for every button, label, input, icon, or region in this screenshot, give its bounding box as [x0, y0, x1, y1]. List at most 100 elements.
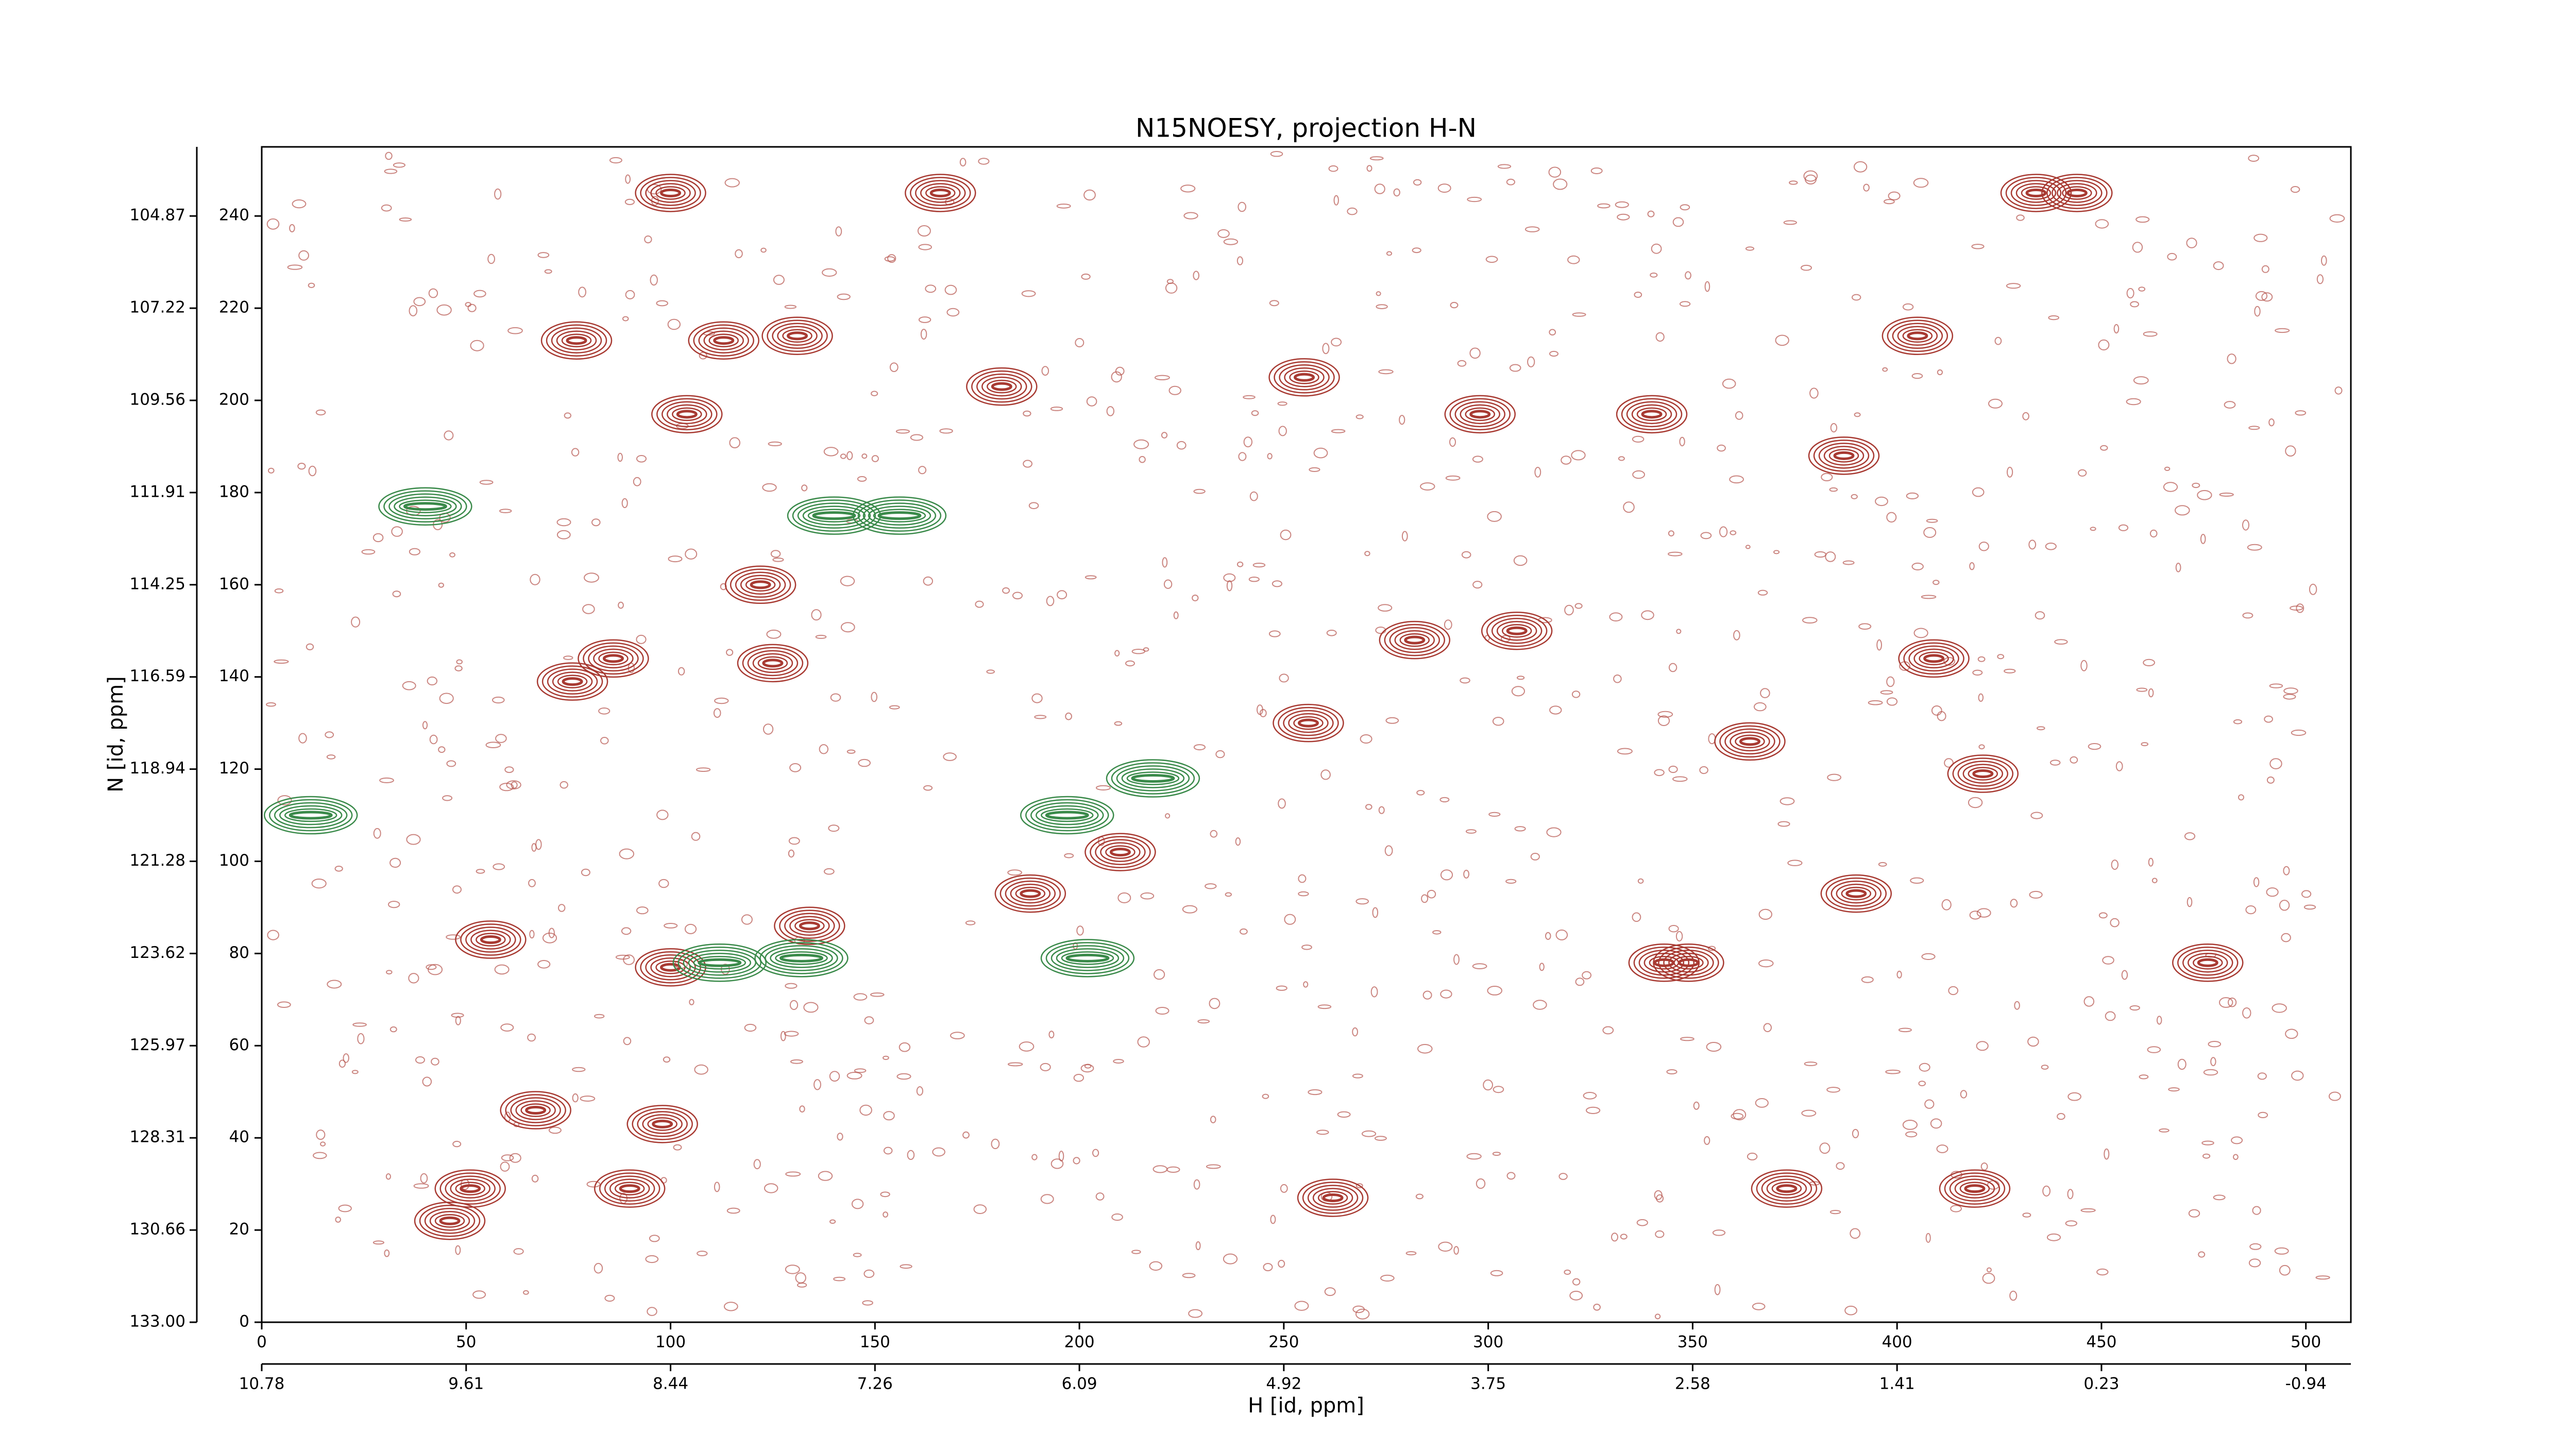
- contour-level: [619, 1184, 640, 1193]
- noise-contour: [2283, 694, 2296, 700]
- noise-contour: [2010, 899, 2018, 908]
- secondary-y-tick-label: 111.91: [130, 482, 185, 501]
- noise-contour: [2078, 469, 2087, 477]
- noise-contour: [2252, 1206, 2261, 1215]
- noise-contour: [1432, 930, 1442, 935]
- noise-contour: [1972, 669, 1983, 676]
- contour-level: [688, 953, 752, 973]
- peak: [1444, 395, 1516, 434]
- noise-contour: [1278, 798, 1286, 809]
- contour-level: [2052, 180, 2103, 206]
- noise-contour: [636, 455, 647, 463]
- peak: [787, 496, 882, 535]
- contour-level: [920, 183, 961, 203]
- x-tick-label: 300: [1473, 1333, 1503, 1352]
- noise-contour: [409, 548, 421, 555]
- noise-contour: [2245, 905, 2257, 915]
- noise-contour: [1276, 985, 1287, 991]
- noise-contour: [1868, 700, 1883, 705]
- noise-contour: [2121, 970, 2128, 980]
- contour-level: [1724, 728, 1775, 755]
- noise-contour: [823, 447, 839, 457]
- contour-level: [403, 502, 447, 511]
- noise-contour: [946, 308, 960, 317]
- noise-contour: [861, 453, 868, 459]
- noise-contour: [1886, 512, 1897, 523]
- noise-contour: [1328, 165, 1338, 172]
- noise-contour: [1564, 1269, 1571, 1275]
- contour-level: [1714, 722, 1786, 761]
- noise-contour: [785, 1265, 800, 1274]
- noise-contour: [1405, 1251, 1417, 1256]
- noise-contour: [768, 441, 782, 447]
- noise-contour: [2281, 933, 2291, 942]
- noise-contour: [402, 681, 416, 690]
- noise-contour: [1997, 654, 2005, 660]
- secondary-y-tick-label: 109.56: [130, 390, 185, 409]
- peak: [966, 367, 1038, 406]
- noise-contour: [1355, 898, 1369, 905]
- noise-contour: [851, 1199, 864, 1209]
- peak: [737, 644, 809, 683]
- noise-contour: [500, 1023, 514, 1032]
- contour-level: [1730, 731, 1770, 752]
- noise-contour: [1804, 1062, 1818, 1066]
- noise-contour: [1048, 1031, 1055, 1039]
- noise-contour: [487, 254, 495, 264]
- peak: [635, 174, 706, 212]
- noise-contour: [723, 1302, 738, 1311]
- contour-level: [1294, 373, 1315, 382]
- noise-contour: [1668, 925, 1679, 933]
- peak-layer: [263, 174, 2244, 1240]
- noise-contour: [2316, 274, 2324, 284]
- noise-contour: [811, 609, 822, 621]
- noise-contour: [785, 983, 798, 989]
- noise-contour: [1875, 496, 1888, 507]
- noise-contour: [2253, 233, 2268, 242]
- noise-contour: [2159, 1128, 2170, 1133]
- contour-level: [1444, 395, 1516, 434]
- noise-contour: [444, 430, 454, 441]
- noise-contour: [2242, 519, 2249, 531]
- peak: [688, 321, 759, 360]
- noise-contour: [1023, 460, 1032, 468]
- noise-contour: [1131, 1250, 1141, 1254]
- contour-level: [1379, 620, 1451, 660]
- noise-contour: [1714, 1284, 1721, 1295]
- x-tick-label: 450: [2086, 1333, 2116, 1352]
- contour-level: [439, 1216, 461, 1225]
- noise-contour: [584, 572, 599, 583]
- y-tick-label: 0: [239, 1312, 249, 1331]
- noise-contour: [2219, 492, 2234, 497]
- noise-contour: [1182, 1273, 1196, 1278]
- noise-contour: [697, 1251, 708, 1256]
- noise-contour: [1165, 282, 1178, 294]
- contour-level: [289, 811, 333, 820]
- noise-contour: [1654, 769, 1665, 777]
- noise-contour: [2105, 1011, 2116, 1021]
- noise-contour: [1472, 456, 1483, 463]
- noise-contour: [823, 868, 835, 875]
- noise-contour: [726, 649, 734, 656]
- peak: [905, 174, 976, 212]
- contour-level: [1808, 436, 1880, 475]
- contour-level: [541, 665, 603, 698]
- noise-contour: [835, 226, 842, 237]
- noise-contour: [1712, 1229, 1726, 1236]
- noise-contour: [1755, 1098, 1769, 1108]
- noise-contour: [1882, 367, 1888, 372]
- contour-level: [2057, 183, 2097, 203]
- noise-contour: [1656, 1194, 1664, 1203]
- contour-level: [2066, 188, 2088, 197]
- contour-level: [787, 496, 882, 535]
- contour-level: [779, 909, 840, 942]
- contour-level: [536, 662, 608, 701]
- contour-level: [1636, 407, 1667, 422]
- contour-level: [480, 935, 501, 945]
- noise-contour: [422, 721, 428, 730]
- contour-level: [476, 933, 506, 947]
- noise-contour: [900, 1264, 912, 1269]
- contour-level: [460, 923, 521, 956]
- contour-level: [455, 920, 527, 959]
- noise-contour: [277, 795, 292, 805]
